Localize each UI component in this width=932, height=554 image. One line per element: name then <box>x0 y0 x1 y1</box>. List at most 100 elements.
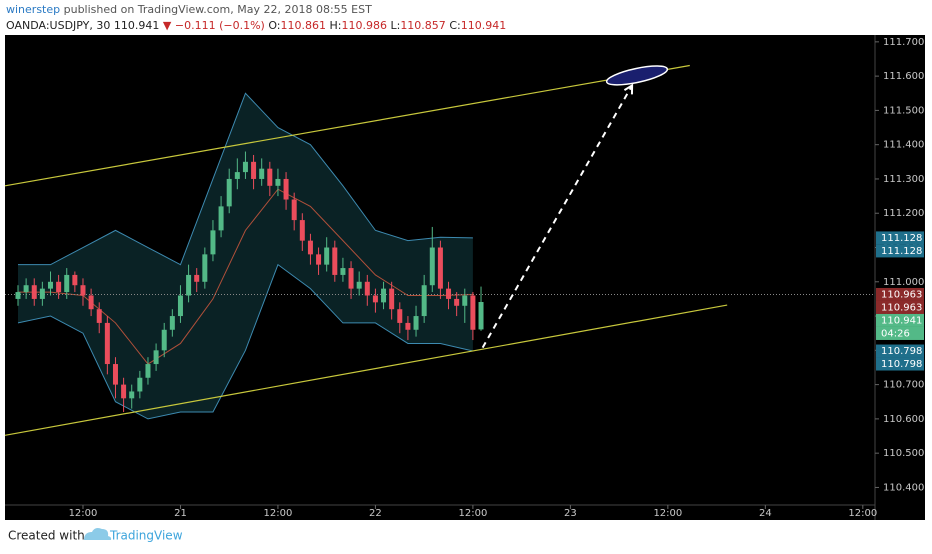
candle-body <box>307 240 313 255</box>
ohlc-key: O: <box>268 19 280 32</box>
candle-body <box>234 172 240 179</box>
candle-body <box>446 288 452 299</box>
countdown-bg <box>876 326 924 340</box>
candle-body <box>15 292 21 299</box>
price-label: 110.941 <box>881 315 922 326</box>
price-label-bg <box>876 300 924 314</box>
candle-body <box>478 302 484 330</box>
candle-body <box>177 295 183 317</box>
y-tick-label: 111.000 <box>883 277 924 288</box>
candle-body <box>397 309 403 323</box>
x-tick-label: 12:00 <box>653 508 682 519</box>
last-price: 110.941 <box>114 19 160 32</box>
footer-created: Created with <box>8 529 85 543</box>
price-label-bg <box>876 244 924 258</box>
y-tick-label: 111.500 <box>883 105 924 116</box>
price-label-bg <box>876 313 924 327</box>
price-label-bg <box>876 231 924 245</box>
candle-body <box>104 322 110 365</box>
band-basis <box>17 188 473 365</box>
candle-body <box>242 161 248 173</box>
author[interactable]: winerstep <box>6 3 60 16</box>
y-tick-label: 111.200 <box>883 208 924 219</box>
candle-body <box>291 199 297 221</box>
candle-body <box>299 220 305 241</box>
candle-body <box>56 281 62 293</box>
footer-brand[interactable]: TradingView <box>109 529 183 543</box>
candle-body <box>210 230 216 255</box>
y-tick-label: 110.600 <box>883 414 924 425</box>
candle-body <box>72 274 78 286</box>
ohlc-key: C: <box>449 19 460 32</box>
candle-body <box>96 309 102 323</box>
candle-body <box>356 281 362 289</box>
ohlc-value: 110.857 <box>400 19 446 32</box>
candle-body <box>364 281 370 296</box>
candle-body <box>251 161 257 179</box>
candle-body <box>413 316 419 330</box>
candle-body <box>340 268 346 275</box>
x-tick-label: 21 <box>174 508 187 519</box>
candle-body <box>186 274 192 296</box>
candle-body <box>381 288 387 303</box>
plot: 111.700 111.600 111.500 111.400 111.300 111.2… <box>4 37 924 519</box>
candle-body <box>275 178 281 186</box>
x-tick-label: 23 <box>564 508 577 519</box>
candle-body <box>64 274 70 293</box>
candle-body <box>324 247 330 265</box>
arrow-head <box>623 83 634 95</box>
candle-body <box>226 178 232 207</box>
price-label: 111.128 <box>881 233 922 244</box>
band-upper <box>17 92 473 266</box>
symbol: OANDA:USDJPY, 30 <box>6 19 110 32</box>
y-tick-label: 110.400 <box>883 482 924 493</box>
x-tick-label: 12:00 <box>458 508 487 519</box>
x-tick-label: 24 <box>759 508 772 519</box>
change-arrow: ▼ <box>163 19 172 32</box>
y-tick-label: 110.500 <box>883 448 924 459</box>
price-label: 110.963 <box>881 302 922 313</box>
candle-body <box>259 168 265 179</box>
band-lower <box>17 263 474 420</box>
price-label-bg <box>876 357 924 371</box>
candle-body <box>437 247 443 289</box>
candle-body <box>47 281 53 289</box>
candle-body <box>283 178 289 200</box>
trendline <box>4 304 728 436</box>
y-tick-label: 110.700 <box>883 380 924 391</box>
change: −0.111 (−0.1%) <box>175 19 265 32</box>
target-ellipse <box>605 65 669 86</box>
band-fill <box>17 93 473 419</box>
candle-body <box>161 329 167 351</box>
header-line-1: winerstep published on TradingView.com, … <box>6 3 372 16</box>
price-label-bg <box>876 287 924 301</box>
candle-body <box>194 274 200 282</box>
candle-body <box>372 295 378 303</box>
ohlc-key: L: <box>390 19 400 32</box>
candle-body <box>80 285 86 296</box>
candle-body <box>88 295 94 310</box>
candle-body <box>389 288 395 310</box>
candle-body <box>31 285 37 299</box>
candle-body <box>153 350 159 365</box>
candle-body <box>332 247 338 275</box>
ohlc-value: 110.941 <box>461 19 507 32</box>
price-label: 110.963 <box>881 289 922 300</box>
header-line-2: OANDA:USDJPY, 30 110.941 ▼ −0.111 (−0.1%… <box>6 19 506 32</box>
candle-body <box>429 247 435 286</box>
y-tick-label: 111.300 <box>883 174 924 185</box>
candle-body <box>137 377 143 392</box>
candle-body <box>169 316 175 330</box>
ohlc-value: 110.861 <box>280 19 326 32</box>
y-tick-label: 111.600 <box>883 71 924 82</box>
price-label-bg <box>876 344 924 358</box>
price-label: 111.128 <box>881 246 922 257</box>
candle-body <box>23 285 29 293</box>
y-tick-label: 111.400 <box>883 140 924 151</box>
price-label: 110.798 <box>881 346 922 357</box>
published: published on TradingView.com, May 22, 20… <box>64 3 372 16</box>
candle-body <box>421 285 427 317</box>
x-tick-label: 12:00 <box>848 508 877 519</box>
